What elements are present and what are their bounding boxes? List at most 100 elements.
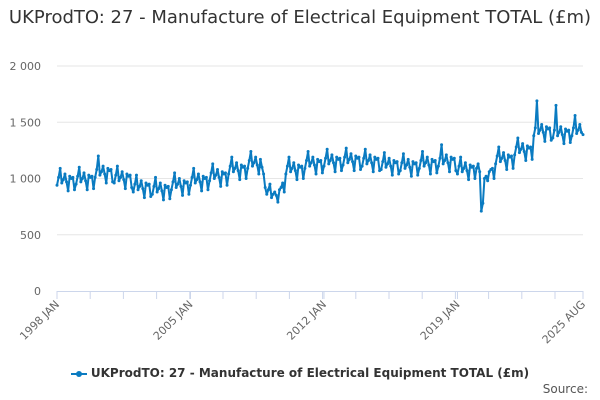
data-point [506,153,510,157]
data-point [532,134,536,138]
data-point [460,170,464,174]
data-point [60,181,64,185]
data-point [570,134,574,138]
y-tick-label: 2 000 [10,60,42,73]
data-point [492,177,496,180]
data-point [452,156,456,160]
data-point [468,163,472,167]
data-point [433,159,437,162]
data-point [382,151,386,155]
data-point [289,170,293,174]
data-point [273,190,277,194]
x-tick-label: 1998 JAN [17,298,62,343]
data-point [200,189,204,193]
data-point [535,99,539,103]
data-point [457,164,461,168]
data-point [106,166,110,170]
data-point [120,170,124,174]
data-point [174,186,178,189]
data-point [254,155,258,159]
data-point [257,172,261,176]
data-point [579,130,583,134]
data-point [157,187,161,191]
data-point [498,160,502,164]
data-point [268,182,272,186]
data-point [400,161,404,165]
data-point [416,173,420,177]
data-point [104,181,108,185]
data-point [352,169,356,173]
data-point [99,170,103,174]
data-point [72,188,76,192]
data-point [419,159,423,162]
data-point [109,168,113,171]
data-point [322,164,326,168]
data-point [344,146,348,150]
data-point [168,197,172,201]
data-point [161,198,165,202]
data-point [324,156,328,160]
data-point [252,161,256,165]
data-point [68,174,72,178]
data-point [262,172,266,176]
y-tick-label: 1 500 [10,116,42,129]
data-point [173,171,177,175]
data-point [274,193,278,197]
y-tick-label: 500 [20,229,41,242]
data-point [258,157,262,161]
data-point [459,155,463,159]
data-point [92,187,96,191]
data-point [384,165,388,169]
data-point [533,126,537,130]
data-point [516,136,520,140]
gridlines [57,65,583,236]
data-point [101,164,105,168]
data-point [327,162,331,166]
x-tick-label: 2012 JAN [284,298,329,343]
data-point [198,180,202,184]
data-point [150,192,154,196]
data-point [335,155,339,159]
data-point [578,123,582,126]
data-point [74,182,78,186]
y-axis-ticks: 0 500 1 000 1 500 2 000 [10,60,42,298]
data-point [219,184,223,188]
data-point [513,153,517,157]
data-point [376,156,380,160]
data-point [454,169,458,173]
data-point [471,164,475,168]
data-point [414,161,418,165]
data-point [112,181,116,185]
legend-item[interactable]: UKProdTO: 27 - Manufacture of Electrical… [0,366,600,380]
data-point [556,134,560,138]
data-point [386,162,390,166]
data-point [541,130,545,134]
data-point [147,182,151,186]
data-point [347,157,351,161]
data-point [537,132,541,135]
data-point [236,169,240,173]
data-point [235,161,239,165]
data-point [490,166,494,170]
data-point [119,175,123,179]
data-point [346,161,350,165]
data-point [284,172,288,176]
data-point [473,177,477,180]
data-point [366,159,370,162]
data-point [525,144,529,148]
data-point [524,159,528,162]
data-point [360,164,364,168]
data-point [332,161,336,165]
series-line-path [56,99,584,213]
data-point [575,132,579,135]
data-point [225,183,229,187]
data-point [71,175,75,179]
data-point [330,153,334,157]
data-point [494,162,498,166]
data-point [80,177,84,180]
data-point [270,196,274,200]
data-point [405,163,409,167]
data-point [187,192,191,196]
data-point [554,103,558,107]
data-point [255,163,259,167]
